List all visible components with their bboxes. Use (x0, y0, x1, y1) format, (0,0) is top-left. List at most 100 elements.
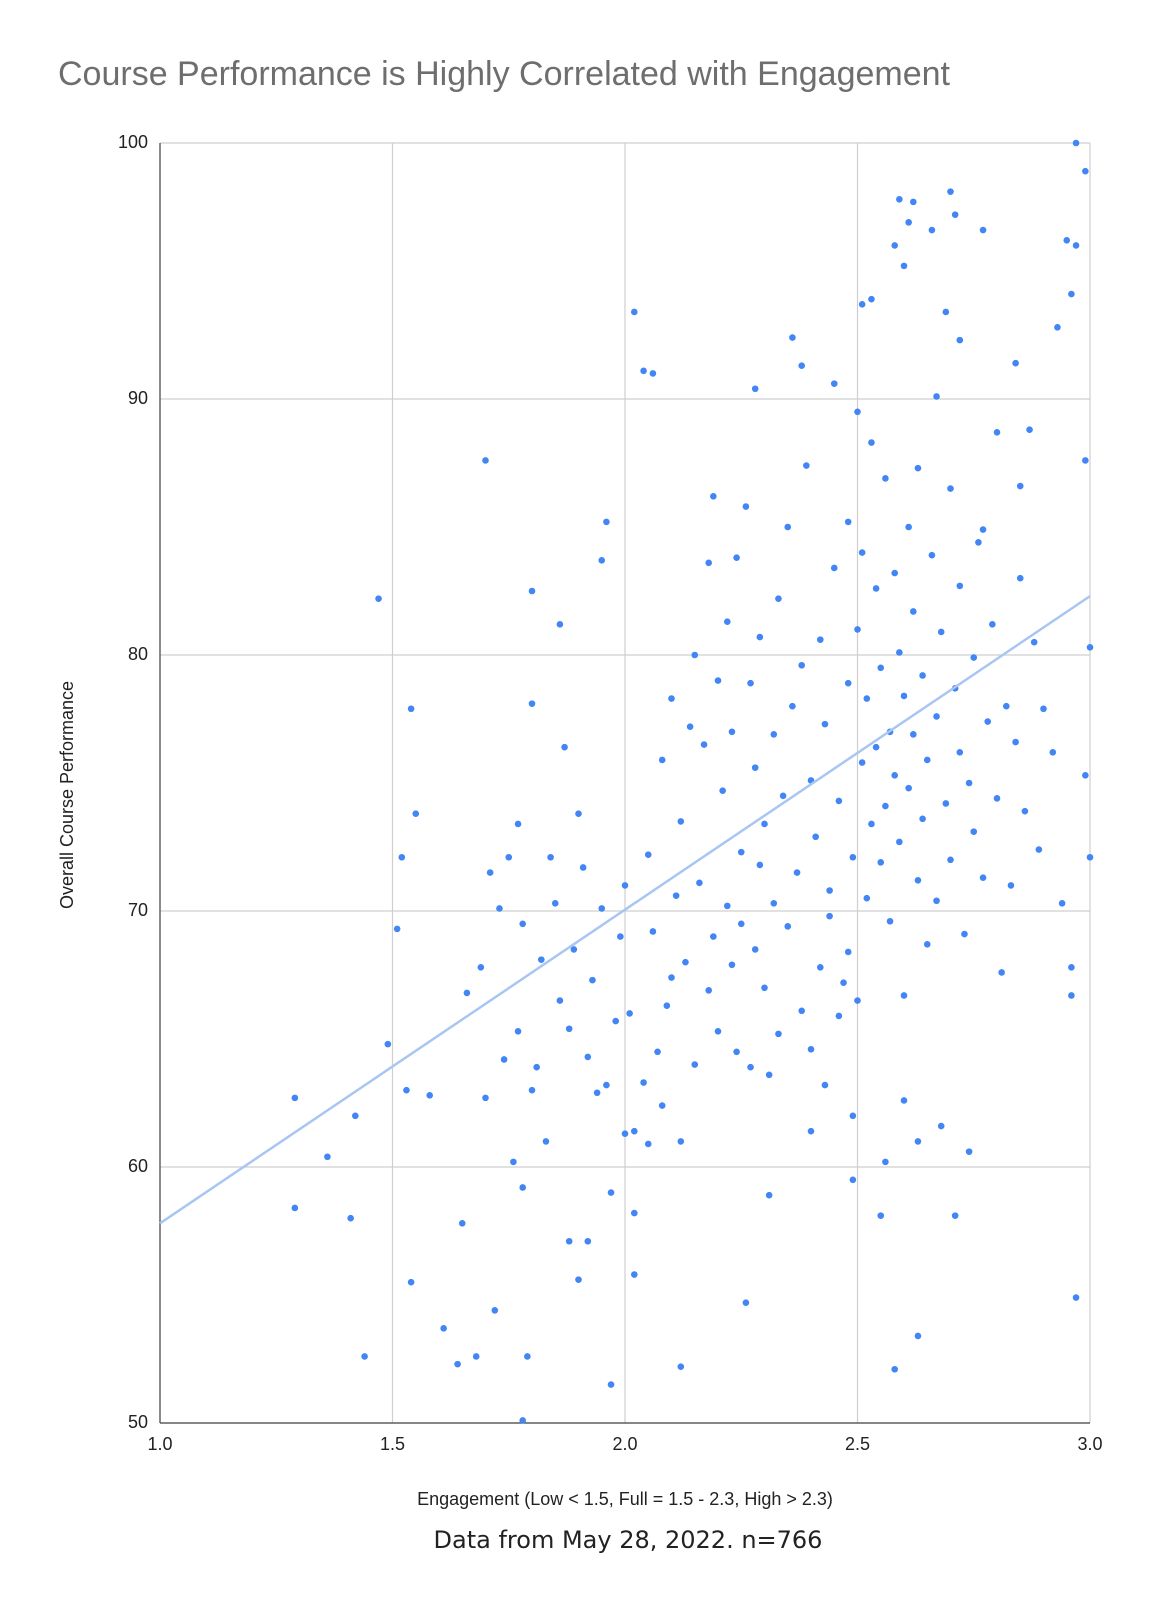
data-point (877, 1212, 885, 1219)
data-point (858, 300, 866, 308)
data-point (872, 743, 880, 751)
data-point (793, 869, 801, 876)
data-point (528, 1086, 536, 1094)
data-point (765, 1191, 773, 1199)
data-point (914, 876, 922, 884)
y-tick-label: 100 (118, 132, 148, 152)
data-point (891, 1365, 898, 1373)
data-point (677, 1138, 685, 1145)
data-point (724, 902, 731, 910)
data-point (821, 720, 829, 728)
data-point (1082, 167, 1089, 175)
data-point (919, 672, 926, 679)
data-point (761, 984, 768, 992)
data-point (863, 695, 871, 702)
data-point (1063, 236, 1071, 244)
data-point (677, 818, 685, 825)
data-point (737, 920, 745, 928)
data-point (728, 961, 736, 969)
data-point (570, 946, 578, 953)
data-point (491, 1307, 499, 1314)
data-point (933, 393, 940, 400)
data-point (970, 828, 978, 835)
data-point (538, 956, 545, 963)
data-point (844, 948, 852, 956)
data-point (691, 651, 699, 659)
data-point (747, 1063, 754, 1071)
data-point (910, 198, 917, 206)
data-point (677, 1363, 685, 1370)
data-point (817, 964, 824, 971)
data-point (868, 820, 875, 828)
data-point (640, 367, 647, 375)
data-point (923, 940, 931, 948)
data-point (426, 1092, 434, 1099)
data-point (1086, 644, 1094, 651)
data-point (965, 1148, 973, 1155)
data-point (1072, 139, 1080, 147)
data-point (826, 912, 833, 920)
data-point (854, 997, 861, 1004)
data-point (989, 620, 996, 628)
data-point (868, 439, 875, 446)
data-point (970, 654, 978, 661)
data-point (812, 833, 819, 841)
data-point (1068, 964, 1075, 971)
data-point (896, 649, 903, 656)
data-point (826, 887, 833, 894)
data-point (751, 764, 759, 771)
data-point (528, 700, 536, 707)
x-axis-title: Engagement (Low < 1.5, Full = 1.5 - 2.3,… (417, 1489, 833, 1509)
data-point (1012, 359, 1019, 367)
data-point (291, 1094, 299, 1102)
data-point (882, 802, 889, 810)
data-point (631, 1209, 638, 1217)
data-point (789, 334, 796, 341)
data-point (751, 385, 759, 393)
data-point (956, 582, 964, 590)
data-point (579, 864, 587, 871)
data-point (900, 692, 908, 700)
data-point (1049, 748, 1057, 756)
data-point (733, 1048, 740, 1056)
data-point (565, 1025, 573, 1033)
data-point (533, 1063, 540, 1071)
data-point (896, 838, 903, 846)
data-point (626, 1010, 633, 1017)
data-point (896, 196, 903, 203)
data-point (1068, 992, 1075, 999)
data-point (784, 523, 792, 531)
data-point (519, 1184, 526, 1191)
data-point (375, 595, 382, 602)
data-point (458, 1220, 466, 1227)
data-point (524, 1353, 531, 1360)
data-point (696, 879, 703, 887)
data-point (858, 549, 866, 556)
y-tick-label: 80 (128, 644, 148, 664)
data-point (603, 518, 610, 526)
data-point (1072, 1294, 1080, 1301)
data-point (835, 797, 843, 805)
data-point (891, 569, 898, 577)
data-point (700, 741, 708, 748)
data-point (933, 713, 940, 720)
data-point (477, 964, 485, 971)
data-point (454, 1360, 461, 1368)
data-point (910, 608, 917, 615)
data-point (947, 856, 954, 864)
data-point (658, 1102, 666, 1109)
data-point (556, 997, 564, 1004)
data-point (979, 226, 987, 234)
data-point (672, 892, 680, 899)
data-point (942, 800, 950, 807)
data-point (914, 1332, 922, 1340)
data-point (407, 705, 415, 713)
x-tick-label: 1.0 (147, 1434, 172, 1454)
data-point (649, 928, 657, 935)
data-point (919, 815, 926, 823)
data-point (998, 969, 1005, 976)
chart-title: Course Performance is Highly Correlated … (58, 55, 951, 93)
data-point (798, 1007, 805, 1015)
data-point (775, 595, 782, 602)
data-point (784, 923, 792, 930)
